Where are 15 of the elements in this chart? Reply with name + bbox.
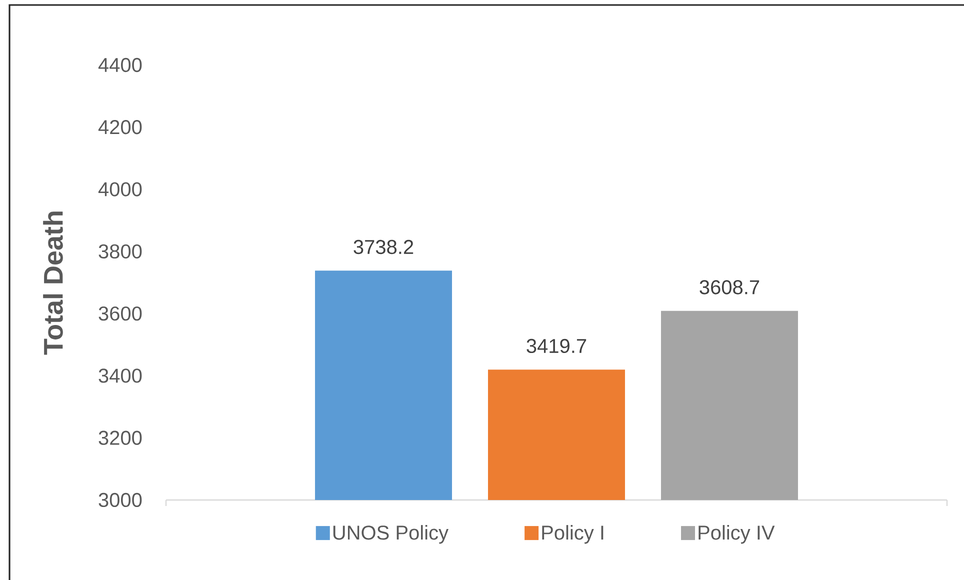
- y-tick-label: 3000: [98, 492, 142, 508]
- legend-label: Policy IV: [698, 525, 775, 544]
- y-tick-label: 3800: [98, 244, 142, 258]
- data-label: 3738.2: [354, 240, 414, 254]
- y-tick-label: 3600: [98, 306, 142, 321]
- y-tick-label: 4200: [98, 120, 142, 134]
- y-axis-title: Total Death: [43, 212, 63, 355]
- data-label: 3608.7: [700, 280, 760, 294]
- legend-label: Policy I: [542, 525, 604, 544]
- legend-label: UNOS Policy: [333, 525, 448, 544]
- y-tick-label: 3400: [98, 368, 142, 383]
- y-tick-label: 4000: [98, 182, 142, 196]
- y-tick-label: 3200: [98, 430, 142, 445]
- y-tick-label: 4400: [98, 58, 142, 72]
- data-label: 3419.7: [526, 338, 586, 354]
